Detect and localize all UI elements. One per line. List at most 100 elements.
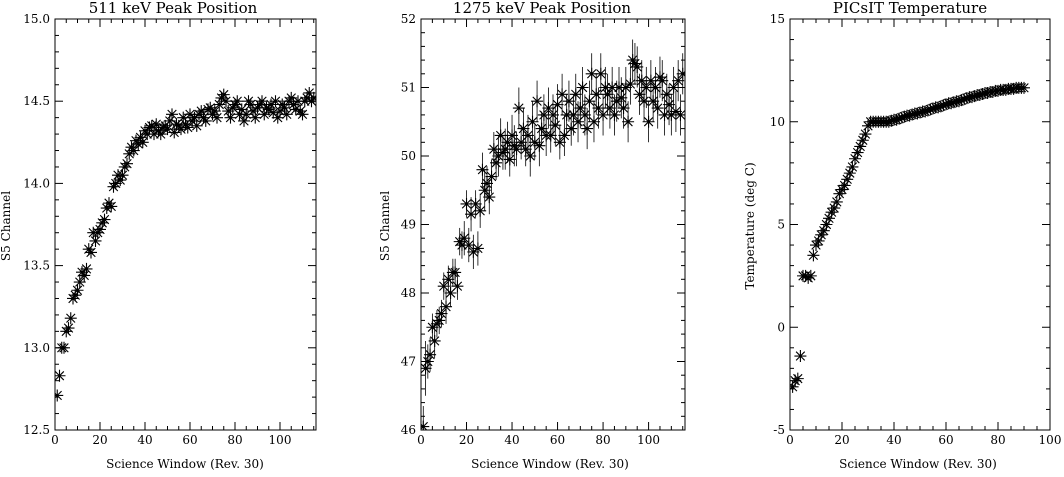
data-point (906, 108, 919, 121)
data-point (914, 106, 926, 119)
panel-temperature: PICsIT Temperature Science Window (Rev. … (743, 0, 1061, 471)
data-point (973, 89, 986, 102)
x-tick-label: 20 (459, 433, 474, 447)
data-point (103, 197, 115, 210)
data-point (810, 239, 822, 252)
x-tick-label: 60 (182, 433, 197, 447)
data-point (553, 136, 566, 149)
data-point (649, 81, 662, 94)
data-point (647, 95, 660, 108)
data-point (642, 115, 655, 128)
data-point (487, 143, 500, 156)
data-point (141, 128, 154, 141)
data-point (660, 88, 673, 101)
data-point (105, 200, 118, 213)
data-point (458, 232, 471, 245)
y-tick-label: 13.0 (23, 341, 50, 355)
data-point (635, 74, 648, 87)
data-point (587, 115, 600, 128)
data-point (428, 334, 441, 347)
data-point (838, 179, 851, 192)
data-point (485, 170, 498, 183)
panel-511kev: 511 keV Peak Position Science Window (Re… (0, 0, 317, 471)
x-tick-label: 80 (227, 433, 242, 447)
data-point (547, 108, 559, 121)
data-point (953, 95, 965, 108)
plot-frame (54, 18, 317, 431)
y-tick-label: 14.0 (23, 176, 50, 190)
data-point (424, 348, 437, 361)
data-point (581, 122, 594, 135)
data-point (898, 110, 911, 123)
data-point (499, 143, 512, 156)
data-point (508, 139, 521, 152)
data-point (154, 128, 167, 141)
data-point (932, 101, 945, 114)
data-point (890, 113, 903, 126)
data-point (262, 103, 275, 116)
data-point (58, 341, 70, 354)
data-point (244, 98, 257, 111)
panel-title: 1275 keV Peak Position (453, 0, 631, 17)
x-tick-label: 0 (786, 433, 794, 447)
panel-title: PICsIT Temperature (833, 0, 987, 17)
data-point (653, 71, 666, 84)
data-point (790, 380, 799, 393)
data-point (615, 91, 628, 104)
data-point (217, 88, 230, 101)
data-point (537, 108, 550, 121)
data-point (186, 114, 199, 127)
data-point (453, 235, 466, 248)
y-tick-label: 49 (401, 218, 416, 232)
data-point (231, 95, 244, 108)
data-point (195, 105, 208, 118)
data-point (278, 101, 291, 114)
data-point (812, 234, 825, 247)
data-point (510, 143, 523, 156)
data-point (229, 98, 241, 111)
data-point (503, 153, 516, 166)
data-point (986, 85, 999, 98)
data-point (166, 108, 178, 121)
data-point (828, 202, 841, 215)
data-point (285, 91, 298, 104)
data-point (73, 276, 86, 289)
data-point (280, 108, 293, 121)
data-point (181, 121, 194, 134)
data-point (213, 98, 226, 111)
data-point (298, 95, 311, 108)
x-tick-label: 20 (834, 433, 849, 447)
data-point (465, 208, 478, 221)
data-point (849, 152, 861, 165)
data-point (955, 94, 968, 107)
data-point (524, 150, 537, 162)
data-point (483, 191, 496, 204)
data-point (490, 156, 503, 169)
data-point (150, 118, 163, 131)
data-point (125, 141, 138, 154)
data-point (626, 54, 639, 67)
data-point (958, 93, 971, 106)
data-point (55, 369, 66, 382)
panel-title: 511 keV Peak Position (89, 0, 258, 17)
data-point (206, 108, 219, 121)
data-point (841, 173, 854, 186)
data-point (287, 98, 300, 111)
data-point (127, 144, 140, 157)
data-point (885, 114, 898, 127)
data-point (599, 81, 612, 94)
data-point (644, 74, 657, 87)
data-point (444, 287, 457, 299)
data-point (976, 88, 989, 101)
x-axis-label: Science Window (Rev. 30) (471, 457, 629, 471)
data-point (476, 163, 489, 176)
data-point (807, 249, 820, 262)
data-point (921, 104, 934, 117)
data-point (240, 108, 253, 121)
data-point (440, 300, 453, 313)
data-point (253, 98, 266, 111)
data-point (512, 102, 525, 115)
data-point (265, 98, 277, 111)
data-point (578, 108, 591, 121)
